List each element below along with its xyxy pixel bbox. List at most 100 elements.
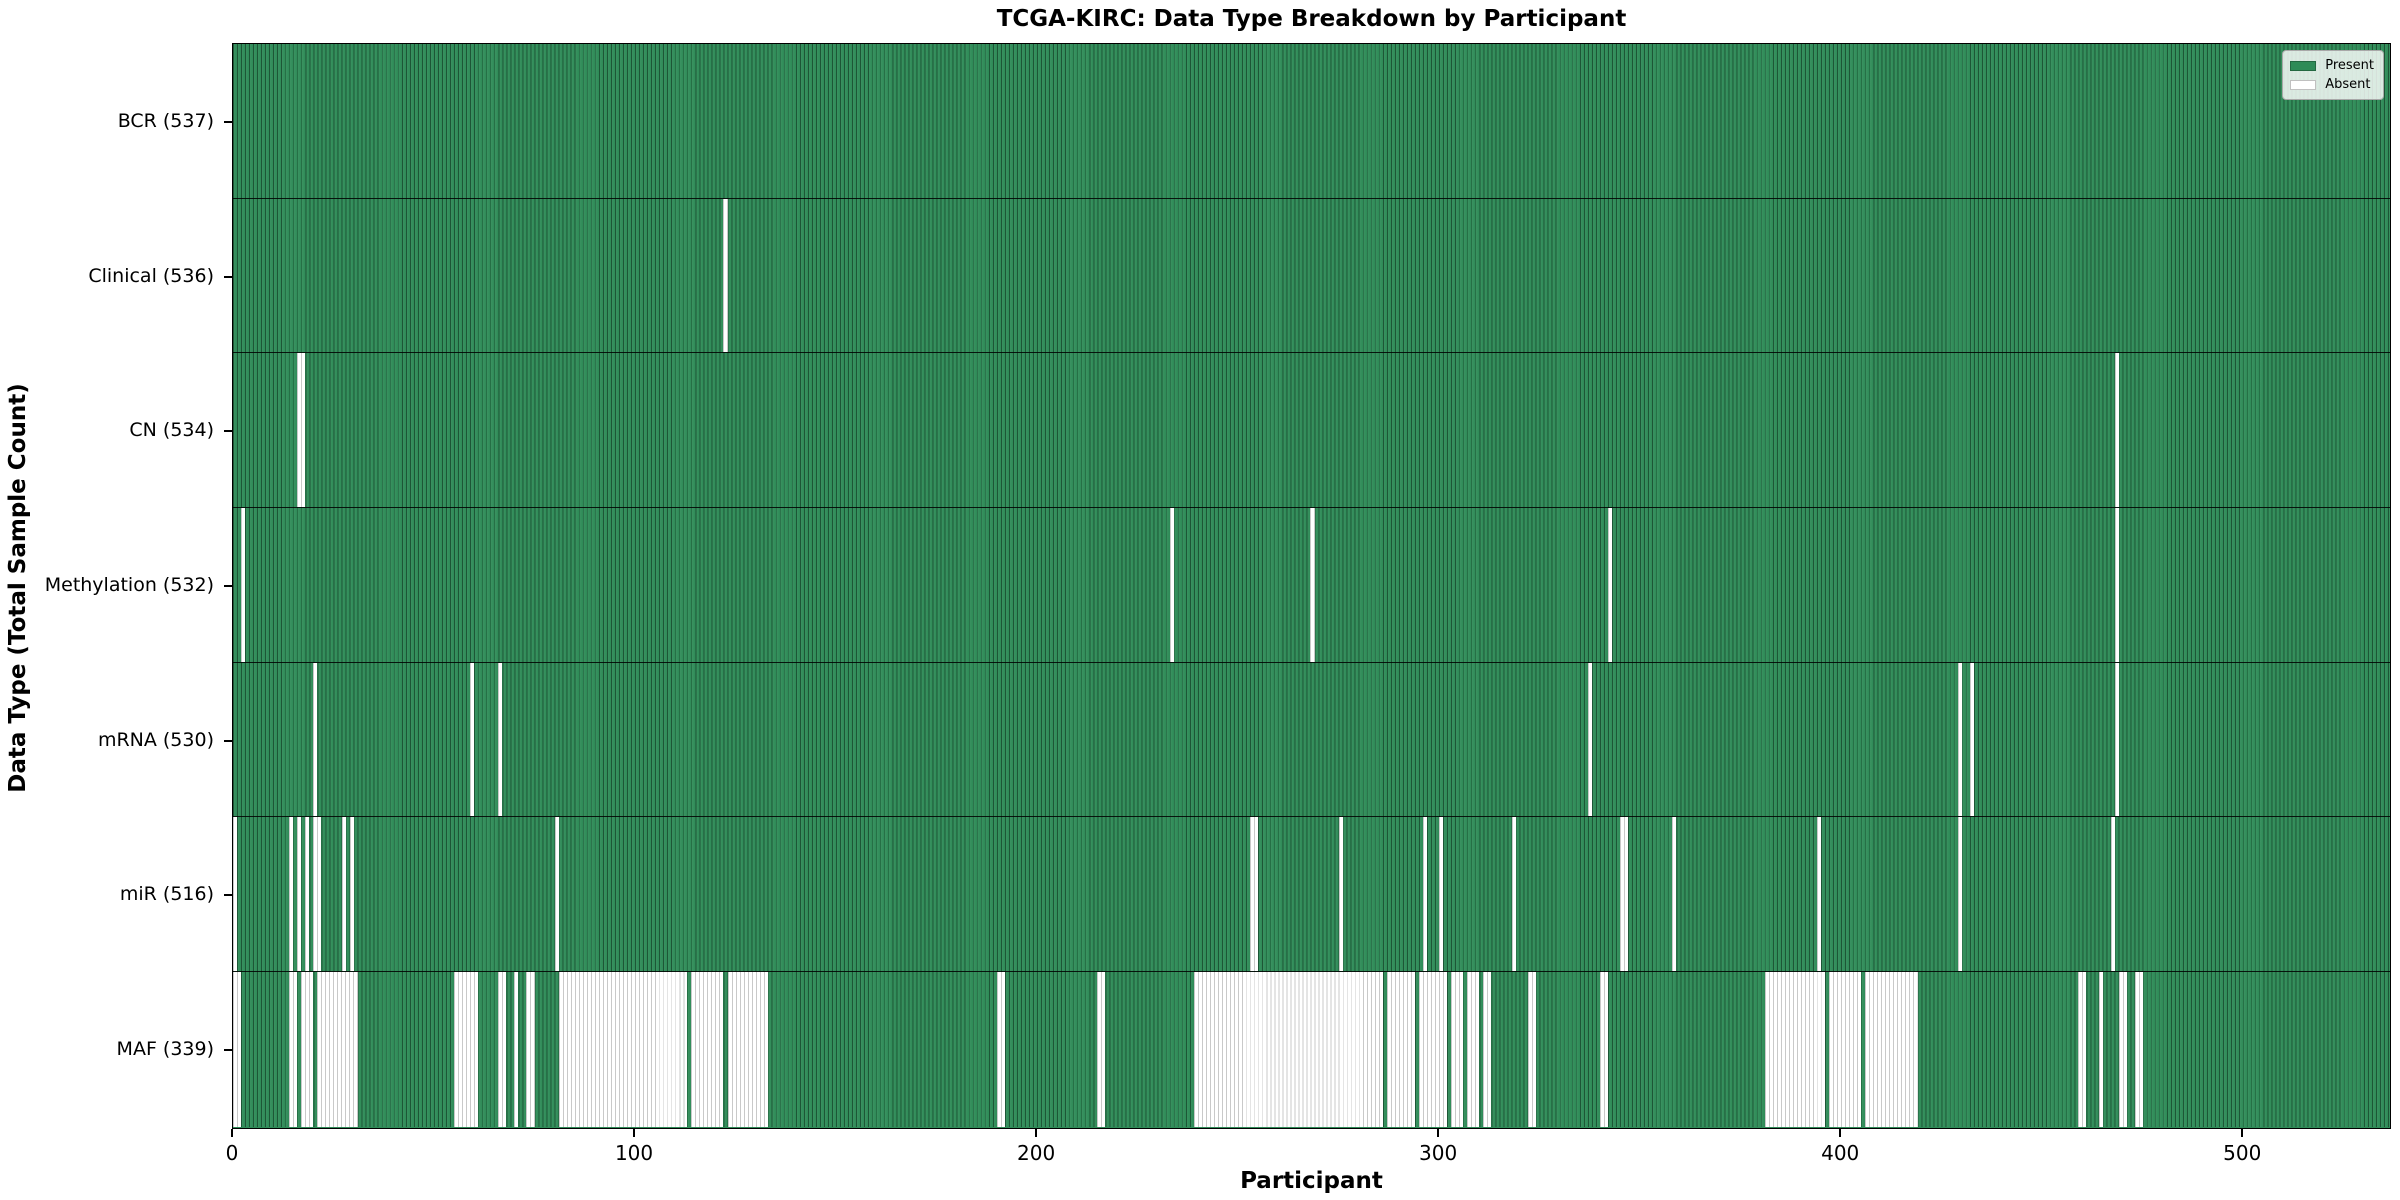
absent-block [1817, 817, 1822, 972]
absent-block [297, 817, 302, 972]
absent-block [2114, 353, 2119, 508]
absent-block [1169, 508, 1174, 662]
absent-block [289, 972, 298, 1127]
absent-block [1097, 972, 1106, 1127]
row-cn [233, 353, 2390, 509]
absent-block [305, 817, 310, 972]
ytick-mark [224, 430, 232, 433]
xtick-label-300: 300 [1419, 1141, 1458, 1165]
absent-block [1310, 508, 1315, 662]
absent-block [349, 817, 354, 972]
absent-swatch-icon [2290, 79, 2317, 90]
absent-block [233, 972, 242, 1127]
legend-item-absent: Absent [2290, 75, 2374, 94]
absent-block [1527, 972, 1536, 1127]
absent-block [1511, 817, 1516, 972]
absent-block [1608, 508, 1613, 662]
absent-block [470, 662, 475, 817]
xtick-mark [633, 1129, 636, 1137]
absent-block [514, 972, 519, 1127]
row-maf [233, 972, 2390, 1127]
xtick-mark [1035, 1129, 1038, 1137]
ytick-mark [224, 739, 232, 742]
absent-block [454, 972, 479, 1127]
absent-block [317, 972, 358, 1127]
absent-block [1451, 972, 1464, 1127]
absent-block [1969, 662, 1974, 817]
ytick-mark [224, 585, 232, 587]
ytick-label-mrna: mRNA (530) [97, 728, 214, 751]
absent-block [241, 508, 246, 662]
absent-block [498, 662, 503, 817]
absent-block [1386, 972, 1416, 1127]
absent-block [1423, 817, 1428, 972]
xtick-mark [1437, 1129, 1440, 1137]
ytick-mark [224, 120, 232, 123]
absent-block [1338, 817, 1343, 972]
absent-block [1672, 817, 1677, 972]
absent-block [606, 972, 688, 1127]
absent-block [313, 817, 322, 972]
legend-label-absent: Absent [2325, 77, 2371, 92]
chart-title: TCGA-KIRC: Data Type Breakdown by Partic… [996, 6, 1627, 32]
present-swatch-icon [2290, 60, 2317, 71]
absent-block [1865, 972, 1918, 1127]
absent-block [297, 353, 306, 508]
absent-block [2114, 662, 2119, 817]
ytick-mark [224, 1049, 232, 1052]
row-mrna [233, 662, 2390, 818]
row-bcr [233, 44, 2390, 199]
row-clinical [233, 198, 2390, 354]
absent-block [301, 972, 314, 1127]
absent-block [691, 972, 724, 1127]
xtick-mark [1839, 1129, 1842, 1137]
absent-block [498, 972, 507, 1127]
row-methylation [233, 508, 2390, 663]
x-axis-title: Participant [1240, 1168, 1383, 1194]
absent-block [996, 972, 1005, 1127]
xtick-label-400: 400 [1821, 1141, 1860, 1165]
xtick-label-500: 500 [2223, 1141, 2262, 1165]
absent-block [1439, 817, 1444, 972]
xtick-label-100: 100 [614, 1141, 654, 1165]
absent-block [1250, 817, 1259, 972]
absent-block [1483, 972, 1492, 1127]
ytick-label-maf: MAF (339) [116, 1038, 214, 1061]
ytick-label-cn: CN (534) [129, 419, 214, 442]
legend-item-present: Present [2290, 56, 2374, 75]
absent-block [558, 972, 607, 1127]
plot-area: Present Absent [232, 43, 2391, 1129]
ytick-label-mir: miR (516) [119, 883, 214, 906]
absent-block [1764, 972, 1826, 1127]
absent-block [1957, 662, 1962, 817]
absent-block [2078, 972, 2087, 1127]
absent-block [1419, 972, 1448, 1127]
absent-block [233, 817, 238, 972]
absent-block [1467, 972, 1480, 1127]
absent-block [2114, 508, 2119, 662]
absent-block [727, 972, 768, 1127]
absent-block [313, 662, 318, 817]
absent-block [2118, 972, 2127, 1127]
heatmap-rows [233, 44, 2390, 1127]
row-mir [233, 817, 2390, 973]
absent-block [1957, 817, 1962, 972]
absent-block [526, 972, 535, 1127]
xtick-label-0: 0 [225, 1141, 239, 1165]
legend-label-present: Present [2325, 58, 2374, 73]
absent-block [2110, 817, 2115, 972]
absent-block [341, 817, 346, 972]
absent-block [2134, 972, 2143, 1127]
ytick-label-bcr: BCR (537) [117, 109, 214, 132]
absent-block [1599, 972, 1608, 1127]
absent-block [1620, 817, 1629, 972]
legend: Present Absent [2282, 50, 2384, 100]
ytick-label-methylation: Methylation (532) [44, 574, 214, 596]
absent-block [1587, 662, 1592, 817]
ytick-label-clinical: Clinical (536) [88, 264, 214, 287]
absent-block [1193, 972, 1383, 1127]
xtick-mark [231, 1129, 233, 1137]
xtick-mark [2241, 1129, 2244, 1137]
xtick-label-200: 200 [1017, 1141, 1056, 1165]
